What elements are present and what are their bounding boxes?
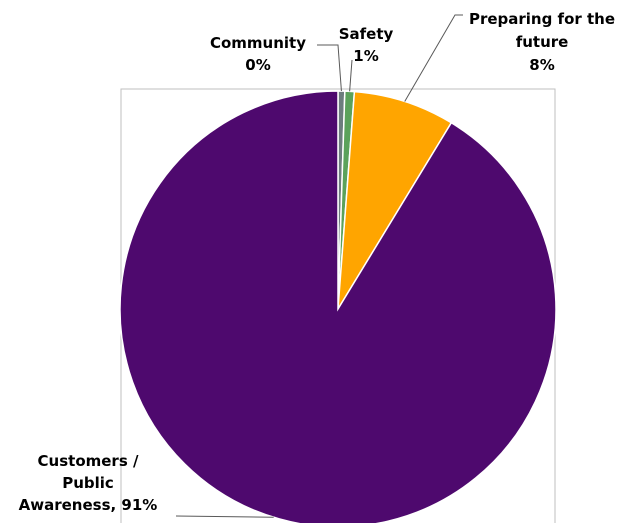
- data-label-line: future: [516, 33, 569, 51]
- pie-slices: [119, 90, 557, 528]
- leader-line-customers-public-awareness: [175, 515, 274, 518]
- data-label-line: Customers /: [38, 452, 139, 470]
- leader-line-preparing-for-the-future: [404, 14, 463, 102]
- data-label-line: 8%: [529, 56, 554, 74]
- data-label-line: Public: [62, 474, 114, 492]
- data-label-line: Awareness, 91%: [19, 496, 158, 514]
- data-label-line: Preparing for the: [469, 10, 615, 28]
- data-label-line: Safety: [339, 25, 394, 43]
- data-labels: Community 0% Safety 1% Preparing for the futu…: [19, 10, 615, 514]
- pie-slice-preparing-for-the-future: [337, 90, 453, 310]
- leader-line-safety: [349, 59, 353, 92]
- data-label-line: 1%: [353, 47, 378, 65]
- data-label-community: Community 0%: [210, 34, 306, 74]
- leader-line-community: [317, 44, 342, 92]
- pie-slice-customers-public-awareness: [119, 90, 557, 528]
- data-label-line: Community: [210, 34, 306, 52]
- data-label-line: 0%: [245, 56, 270, 74]
- data-label-safety: Safety 1%: [339, 25, 394, 65]
- data-label-preparing-for-the-future: Preparing for the future 8%: [469, 10, 615, 74]
- leader-lines: [175, 14, 463, 518]
- data-label-customers-public-awareness: Customers / Public Awareness, 91%: [19, 452, 158, 514]
